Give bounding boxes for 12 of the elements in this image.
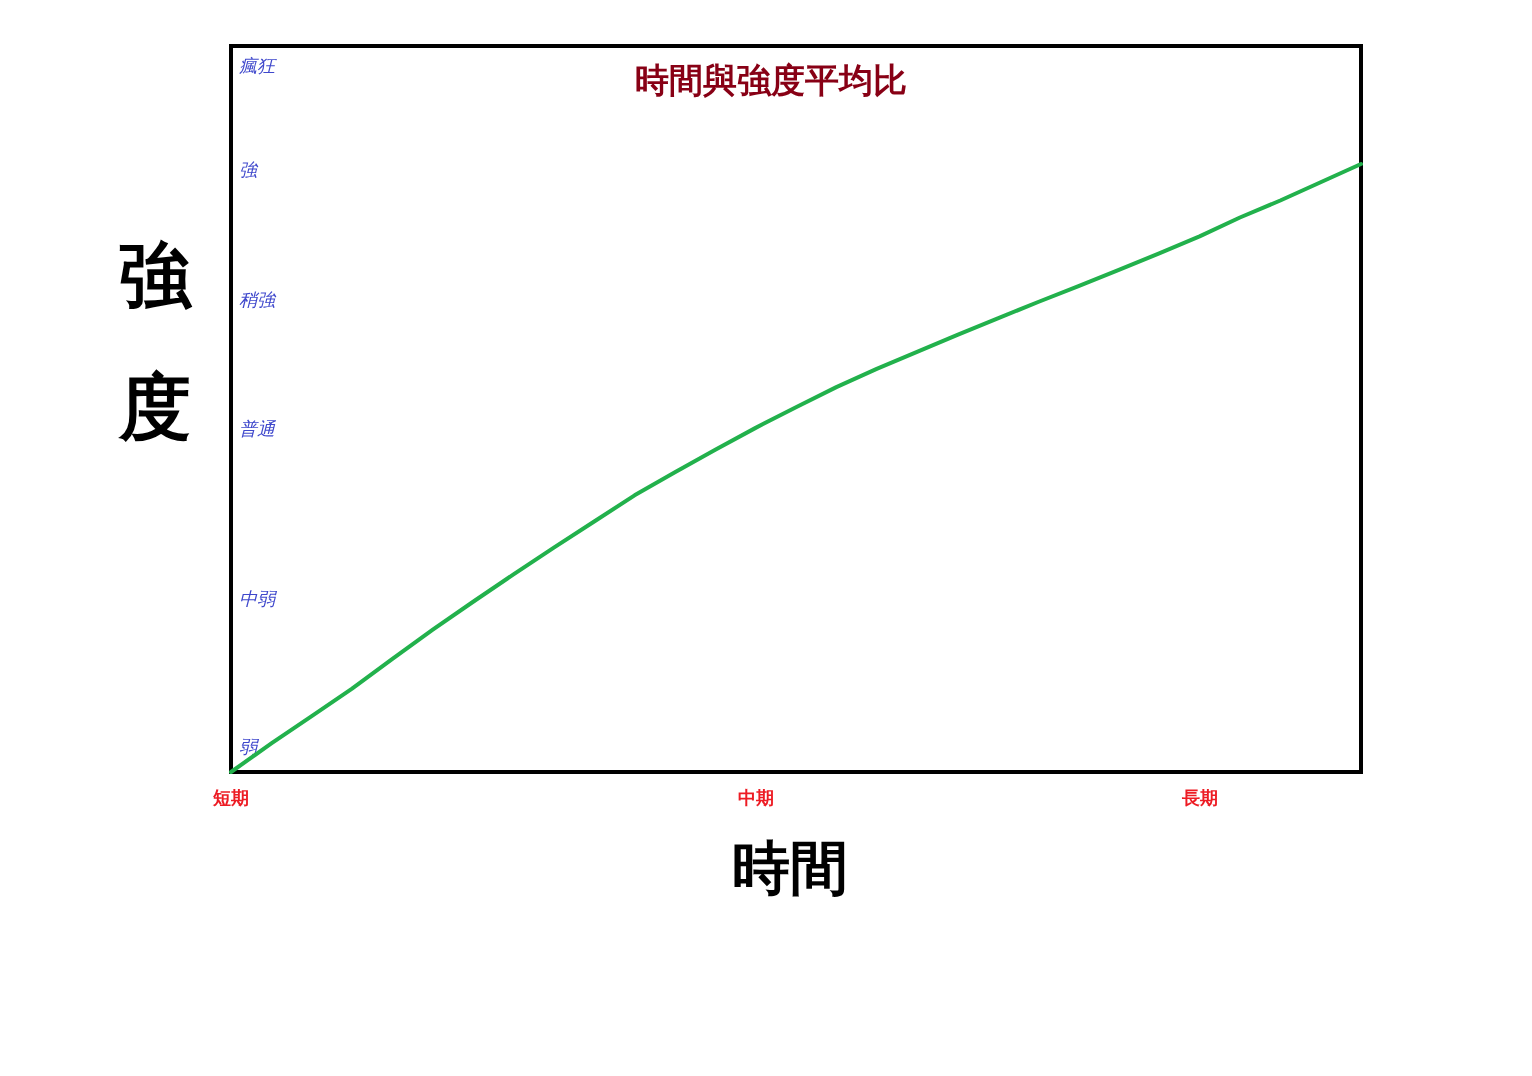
text: 瘋狂 <box>239 55 277 76</box>
chart-title: 時間與強度平均比 <box>635 60 907 100</box>
annotation: 弱 <box>239 736 260 757</box>
annotation: 強 <box>239 159 259 180</box>
annotation: 稍強 <box>239 289 277 310</box>
x-tick-label: 長期 <box>1180 787 1218 808</box>
annotation: 普通 <box>239 418 277 439</box>
annotation: 中弱 <box>239 588 278 609</box>
x-tick-label: 短期 <box>212 787 249 808</box>
x-axis-title: 時間 <box>732 834 848 902</box>
y-axis-title: 強度 <box>118 233 193 449</box>
x-tick-label: 中期 <box>737 787 774 808</box>
